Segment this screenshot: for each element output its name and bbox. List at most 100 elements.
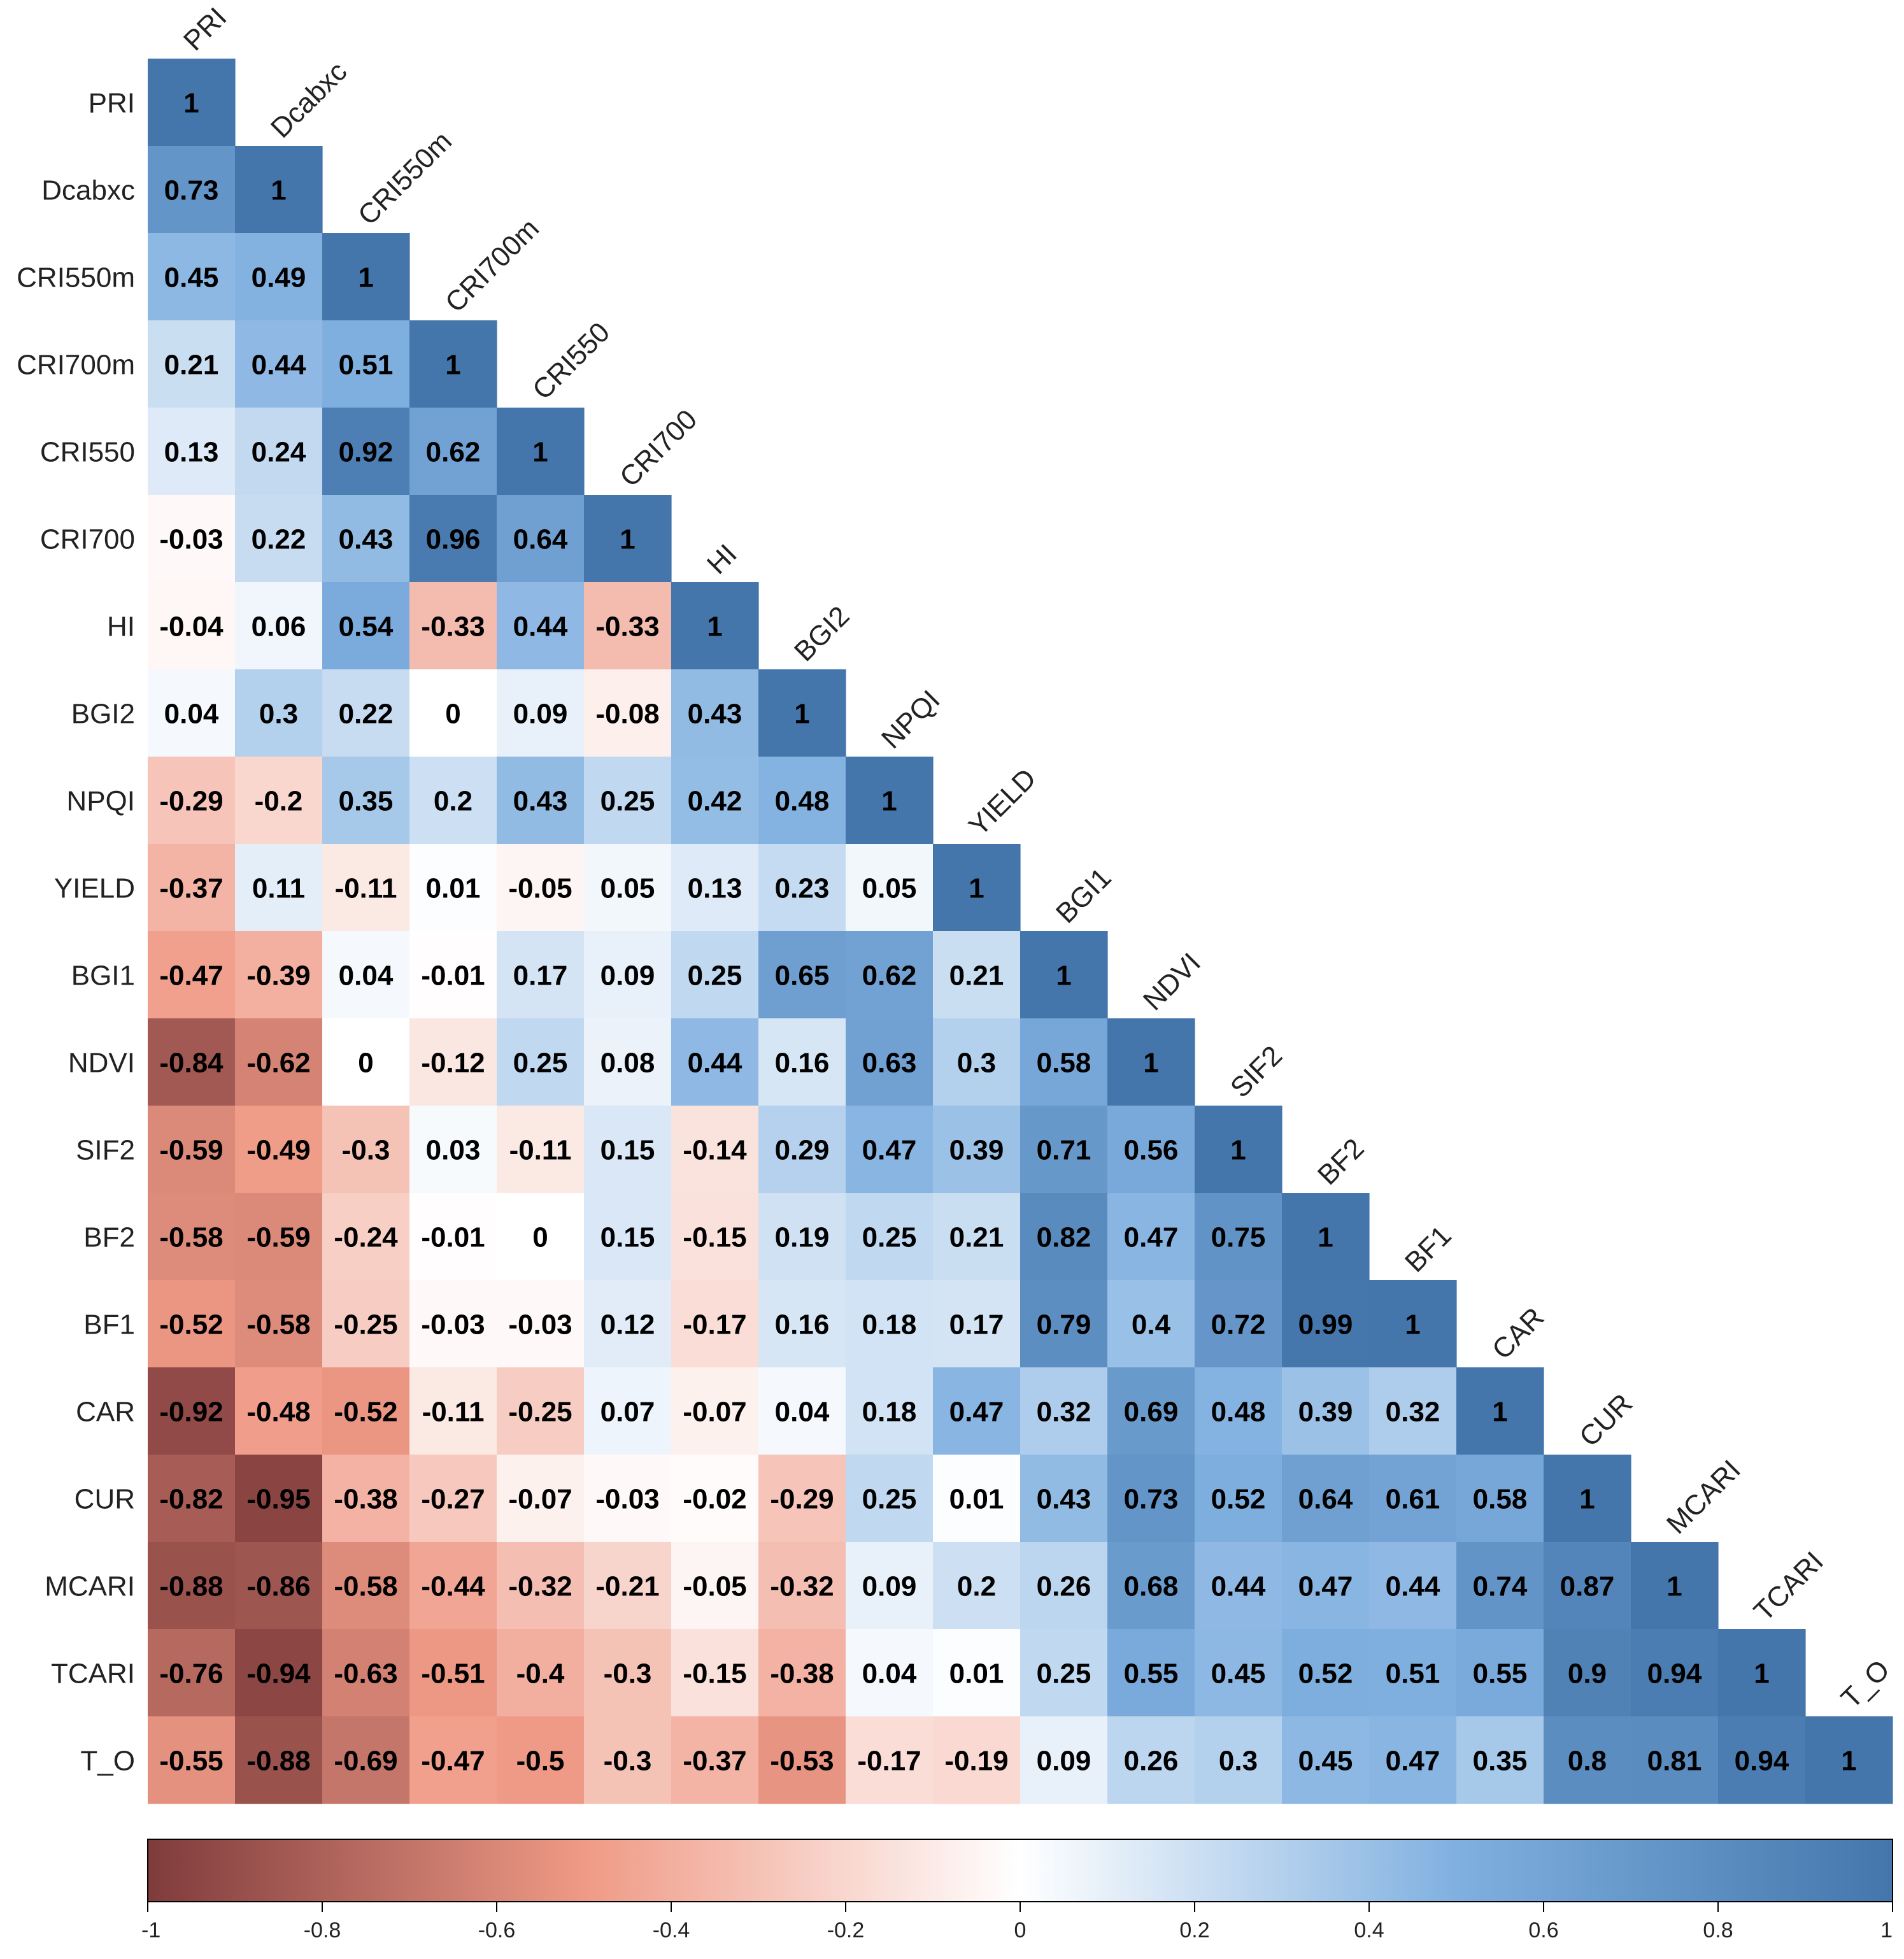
- heatmap-cell-CAR-HI: [671, 1367, 759, 1455]
- heatmap-cell-BF2-BF2: [1282, 1193, 1370, 1281]
- heatmap-cell-BF2-CRI700: [584, 1193, 672, 1281]
- cell-value-CRI700-Dcabxc: 0.22: [252, 524, 306, 555]
- heatmap-cell-HI-CRI550: [497, 582, 585, 670]
- heatmap-cell-CUR-CAR: [1456, 1455, 1544, 1542]
- heatmap-cell-TCARI-TCARI: [1718, 1629, 1806, 1717]
- cell-value-T_O-SIF2: 0.3: [1219, 1746, 1258, 1777]
- heatmap-cell-TCARI-MCARI: [1631, 1629, 1719, 1717]
- cell-value-HI-CRI700m: -0.33: [421, 611, 485, 643]
- cell-value-CAR-CRI550: -0.25: [508, 1397, 572, 1428]
- heatmap-cell-YIELD-YIELD: [933, 844, 1021, 932]
- cell-value-SIF2-PRI: -0.59: [159, 1135, 223, 1166]
- heatmap-cell-CUR-CRI700: [584, 1455, 672, 1542]
- cell-value-MCARI-MCARI: 1: [1666, 1571, 1682, 1602]
- cell-value-CRI550m-Dcabxc: 0.49: [252, 262, 306, 294]
- cell-value-BF1-CRI550: -0.03: [508, 1309, 572, 1341]
- heatmap-cell-NDVI-CRI550: [497, 1018, 585, 1106]
- cell-value-NPQI-CRI550: 0.43: [513, 786, 568, 817]
- cell-value-CRI700m-PRI: 0.21: [164, 350, 219, 381]
- heatmap-cell-CUR-PRI: [148, 1455, 236, 1542]
- heatmap-cell-TCARI-CRI550m: [322, 1629, 410, 1717]
- cell-value-MCARI-CAR: 0.74: [1473, 1571, 1528, 1602]
- row-label-CRI550m: CRI550m: [17, 262, 135, 294]
- row-label-TCARI: TCARI: [51, 1658, 135, 1690]
- cell-value-BF2-YIELD: 0.21: [949, 1222, 1004, 1253]
- cell-value-CAR-CRI550m: -0.52: [334, 1397, 397, 1428]
- heatmap-cell-MCARI-CRI550: [497, 1542, 585, 1630]
- heatmap-cell-TCARI-HI: [671, 1629, 759, 1717]
- heatmap-cell-NPQI-NPQI: [846, 757, 934, 844]
- heatmap-cell-TCARI-Dcabxc: [235, 1629, 323, 1717]
- cell-value-TCARI-CRI700: -0.3: [604, 1658, 652, 1690]
- heatmap-cell-BF2-PRI: [148, 1193, 236, 1281]
- cell-value-MCARI-PRI: -0.88: [159, 1571, 223, 1602]
- row-label-BGI1: BGI1: [71, 960, 135, 992]
- heatmap-cell-CAR-CAR: [1456, 1367, 1544, 1455]
- heatmap-cell-CAR-CRI550: [497, 1367, 585, 1455]
- cell-value-BF2-NPQI: 0.25: [862, 1222, 917, 1253]
- cell-value-MCARI-CUR: 0.87: [1560, 1571, 1615, 1602]
- cell-value-CAR-SIF2: 0.48: [1211, 1397, 1266, 1428]
- cell-value-NDVI-CRI550: 0.25: [513, 1048, 568, 1079]
- cell-value-HI-CRI550: 0.44: [513, 611, 568, 643]
- cell-value-TCARI-BGI1: 0.25: [1037, 1658, 1091, 1690]
- heatmap-cell-Dcabxc-PRI: [148, 146, 236, 234]
- cell-value-YIELD-NPQI: 0.05: [862, 873, 917, 904]
- heatmap-cell-HI-PRI: [148, 582, 236, 670]
- heatmap-cell-BF2-YIELD: [933, 1193, 1021, 1281]
- heatmap-cell-CUR-CRI700m: [409, 1455, 497, 1542]
- cell-value-CUR-CRI700: -0.03: [595, 1484, 659, 1515]
- color-legend-tick-label: 0.2: [1179, 1918, 1209, 1942]
- row-label-CAR: CAR: [76, 1397, 135, 1428]
- heatmap-cell-YIELD-PRI: [148, 844, 236, 932]
- heatmap-cell-BF1-Dcabxc: [235, 1280, 323, 1368]
- cell-value-YIELD-Dcabxc: 0.11: [252, 873, 305, 904]
- cell-value-BGI1-CRI700: 0.09: [600, 960, 655, 992]
- heatmap-cell-CAR-CRI700: [584, 1367, 672, 1455]
- heatmap-cell-NPQI-PRI: [148, 757, 236, 844]
- heatmap-cell-BGI1-CRI700: [584, 931, 672, 1019]
- cell-value-CUR-PRI: -0.82: [159, 1484, 223, 1515]
- heatmap-cell-BF1-CRI550: [497, 1280, 585, 1368]
- row-label-MCARI: MCARI: [45, 1571, 135, 1602]
- heatmap-cell-T_O-TCARI: [1718, 1716, 1806, 1804]
- column-label-YIELD: YIELD: [963, 762, 1042, 842]
- cell-value-BF2-CRI550m: -0.24: [334, 1222, 398, 1253]
- heatmap-cell-MCARI-PRI: [148, 1542, 236, 1630]
- cell-value-MCARI-BF2: 0.47: [1298, 1571, 1353, 1602]
- cell-value-CAR-BF2: 0.39: [1298, 1397, 1353, 1428]
- heatmap-cell-MCARI-CRI700m: [409, 1542, 497, 1630]
- cell-value-BF2-PRI: -0.58: [159, 1222, 223, 1253]
- heatmap-cell-CAR-NDVI: [1107, 1367, 1195, 1455]
- cell-value-T_O-BF2: 0.45: [1298, 1746, 1353, 1777]
- heatmap-cell-TCARI-YIELD: [933, 1629, 1021, 1717]
- heatmap-cell-CAR-BGI1: [1020, 1367, 1108, 1455]
- cell-value-CUR-NPQI: 0.25: [862, 1484, 917, 1515]
- column-label-SIF2: SIF2: [1225, 1040, 1288, 1104]
- cell-value-CUR-Dcabxc: -0.95: [246, 1484, 310, 1515]
- heatmap-cell-CUR-CUR: [1544, 1455, 1631, 1542]
- heatmap-cell-HI-HI: [671, 582, 759, 670]
- heatmap-cell-SIF2-NDVI: [1107, 1106, 1195, 1193]
- row-label-CRI550: CRI550: [40, 437, 135, 468]
- cell-value-NDVI-YIELD: 0.3: [957, 1048, 996, 1079]
- heatmap-cell-TCARI-BGI1: [1020, 1629, 1108, 1717]
- cell-value-NPQI-CRI700: 0.25: [600, 786, 655, 817]
- heatmap-cell-BGI1-BGI1: [1020, 931, 1108, 1019]
- column-label-HI: HI: [701, 538, 743, 580]
- heatmap-cell-CRI700-CRI550m: [322, 495, 410, 583]
- heatmap-cell-CUR-CRI550: [497, 1455, 585, 1542]
- heatmap-cell-BF1-CRI700: [584, 1280, 672, 1368]
- heatmap-cell-MCARI-BGI2: [758, 1542, 846, 1630]
- cell-value-CAR-CRI700m: -0.11: [422, 1397, 485, 1428]
- heatmap-cell-CAR-BGI2: [758, 1367, 846, 1455]
- cell-value-CRI550-PRI: 0.13: [164, 437, 219, 468]
- cell-value-BF2-BF2: 1: [1318, 1222, 1333, 1253]
- cell-value-CRI700-CRI700: 1: [620, 524, 635, 555]
- cell-value-BGI1-CRI700m: -0.01: [421, 960, 485, 992]
- cell-value-TCARI-MCARI: 0.94: [1647, 1658, 1702, 1690]
- heatmap-cell-T_O-NPQI: [846, 1716, 934, 1804]
- cell-value-MCARI-NPQI: 0.09: [862, 1571, 917, 1602]
- cell-value-BF1-CRI550m: -0.25: [334, 1309, 397, 1341]
